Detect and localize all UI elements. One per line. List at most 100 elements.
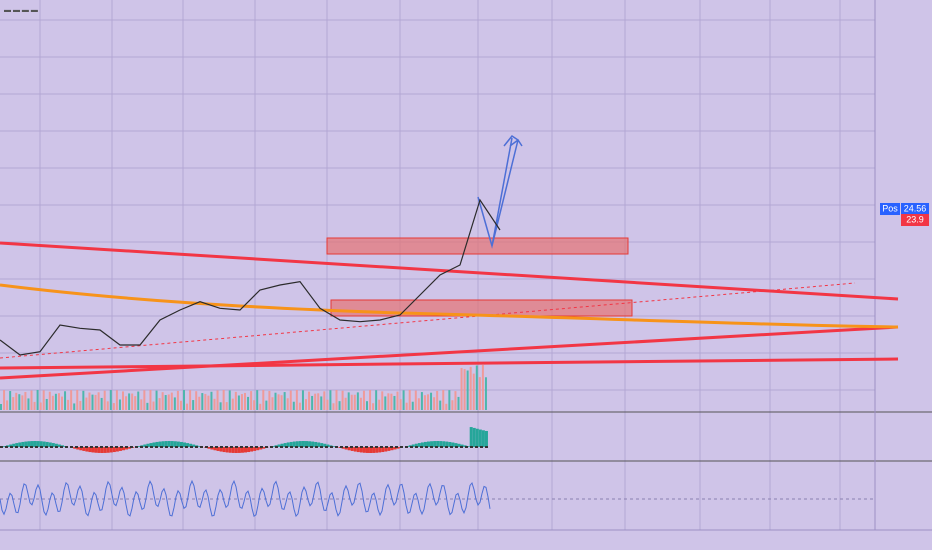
macd-bar	[341, 447, 345, 449]
volume-bar	[183, 390, 185, 410]
macd-bar	[12, 443, 16, 447]
macd-bar	[122, 447, 125, 451]
trend-line	[0, 282, 856, 359]
macd-bar	[433, 441, 437, 447]
macd-bar	[27, 441, 31, 447]
volume-bar	[91, 394, 94, 410]
price-tag-box	[880, 203, 900, 215]
volume-bar	[201, 393, 204, 410]
volume-bar	[30, 390, 33, 410]
macd-bar	[85, 447, 89, 452]
volume-bar	[112, 403, 115, 410]
macd-bar	[250, 447, 254, 452]
volume-bar	[42, 390, 45, 410]
volume-bar	[463, 369, 466, 410]
macd-bar	[317, 442, 321, 447]
macd-bar	[137, 446, 141, 447]
volume-bar	[408, 390, 411, 410]
macd-bar	[283, 443, 287, 447]
volume-bar	[128, 393, 131, 410]
oscillator-line	[0, 479, 491, 518]
volume-bar	[448, 390, 451, 410]
volume-bar	[131, 393, 134, 410]
macd-bar	[152, 442, 156, 447]
macd-bar	[323, 443, 327, 447]
macd-bar	[149, 443, 153, 447]
macd-bar	[247, 447, 251, 453]
macd-bar	[469, 427, 473, 447]
macd-bar	[155, 441, 159, 447]
volume-bar	[320, 396, 323, 410]
macd-bar	[387, 447, 391, 451]
macd-bar	[292, 441, 296, 447]
volume-bar	[173, 397, 176, 410]
projection-arrow	[477, 134, 523, 249]
volume-bar	[427, 394, 429, 410]
macd-bar	[484, 430, 488, 447]
volume-bar	[472, 373, 475, 410]
macd-bar	[100, 447, 104, 453]
macd-bar	[103, 447, 107, 453]
macd-bar	[164, 441, 168, 447]
price-line	[0, 198, 501, 356]
volume-bar	[207, 395, 210, 410]
macd-bar	[79, 447, 83, 451]
volume-bar	[240, 394, 243, 410]
macd-bar	[423, 441, 427, 447]
volume-bar	[399, 399, 402, 410]
volume-bar	[381, 391, 384, 410]
macd-histogram	[3, 427, 488, 453]
macd-bar	[192, 444, 196, 447]
macd-bar	[375, 447, 379, 453]
volume-bar	[341, 390, 344, 410]
volume-bar	[231, 398, 234, 410]
volume-bar	[103, 390, 106, 410]
macd-bar	[439, 441, 443, 447]
volume-bar	[33, 401, 36, 410]
volume-bar	[67, 399, 70, 410]
price-label-box	[901, 203, 929, 215]
volume-bar	[210, 391, 213, 410]
macd-bar	[109, 447, 113, 453]
volume-bar	[48, 391, 51, 410]
volume-bar	[305, 399, 307, 410]
macd-bar	[91, 447, 95, 453]
volume-bar	[204, 393, 207, 410]
macd-bar	[384, 447, 388, 452]
volume-bar	[94, 394, 97, 410]
macd-bar	[112, 447, 116, 453]
volume-bar	[259, 403, 262, 410]
macd-bar	[216, 447, 220, 451]
macd-bar	[344, 447, 348, 450]
macd-bar	[478, 429, 482, 447]
volume-bar	[6, 400, 9, 410]
volume-bar	[115, 390, 118, 410]
macd-bar	[213, 447, 217, 451]
volume-bar	[125, 396, 128, 410]
macd-bar	[396, 447, 400, 449]
macd-bar	[82, 447, 86, 451]
volume-bar	[198, 396, 201, 410]
moving-average	[0, 283, 899, 329]
volume-bar	[359, 397, 362, 410]
volume-bar	[265, 400, 268, 410]
volume-bar	[353, 394, 356, 410]
volume-bar	[57, 393, 60, 410]
macd-bar	[18, 442, 22, 447]
macd-bar	[45, 441, 49, 447]
macd-bar	[393, 447, 397, 450]
macd-bar	[460, 444, 464, 447]
volume-bar	[122, 391, 124, 410]
macd-bar	[210, 447, 214, 450]
volume-bar	[134, 396, 137, 410]
volume-bar	[152, 401, 155, 410]
volume-bar	[79, 400, 82, 410]
macd-bar	[390, 447, 394, 451]
volume-bar	[323, 391, 326, 410]
volume-bar	[414, 390, 417, 410]
volume-bar	[36, 390, 39, 410]
macd-bar	[353, 447, 357, 452]
volume-bar	[280, 395, 283, 410]
volume-bar	[362, 390, 365, 410]
